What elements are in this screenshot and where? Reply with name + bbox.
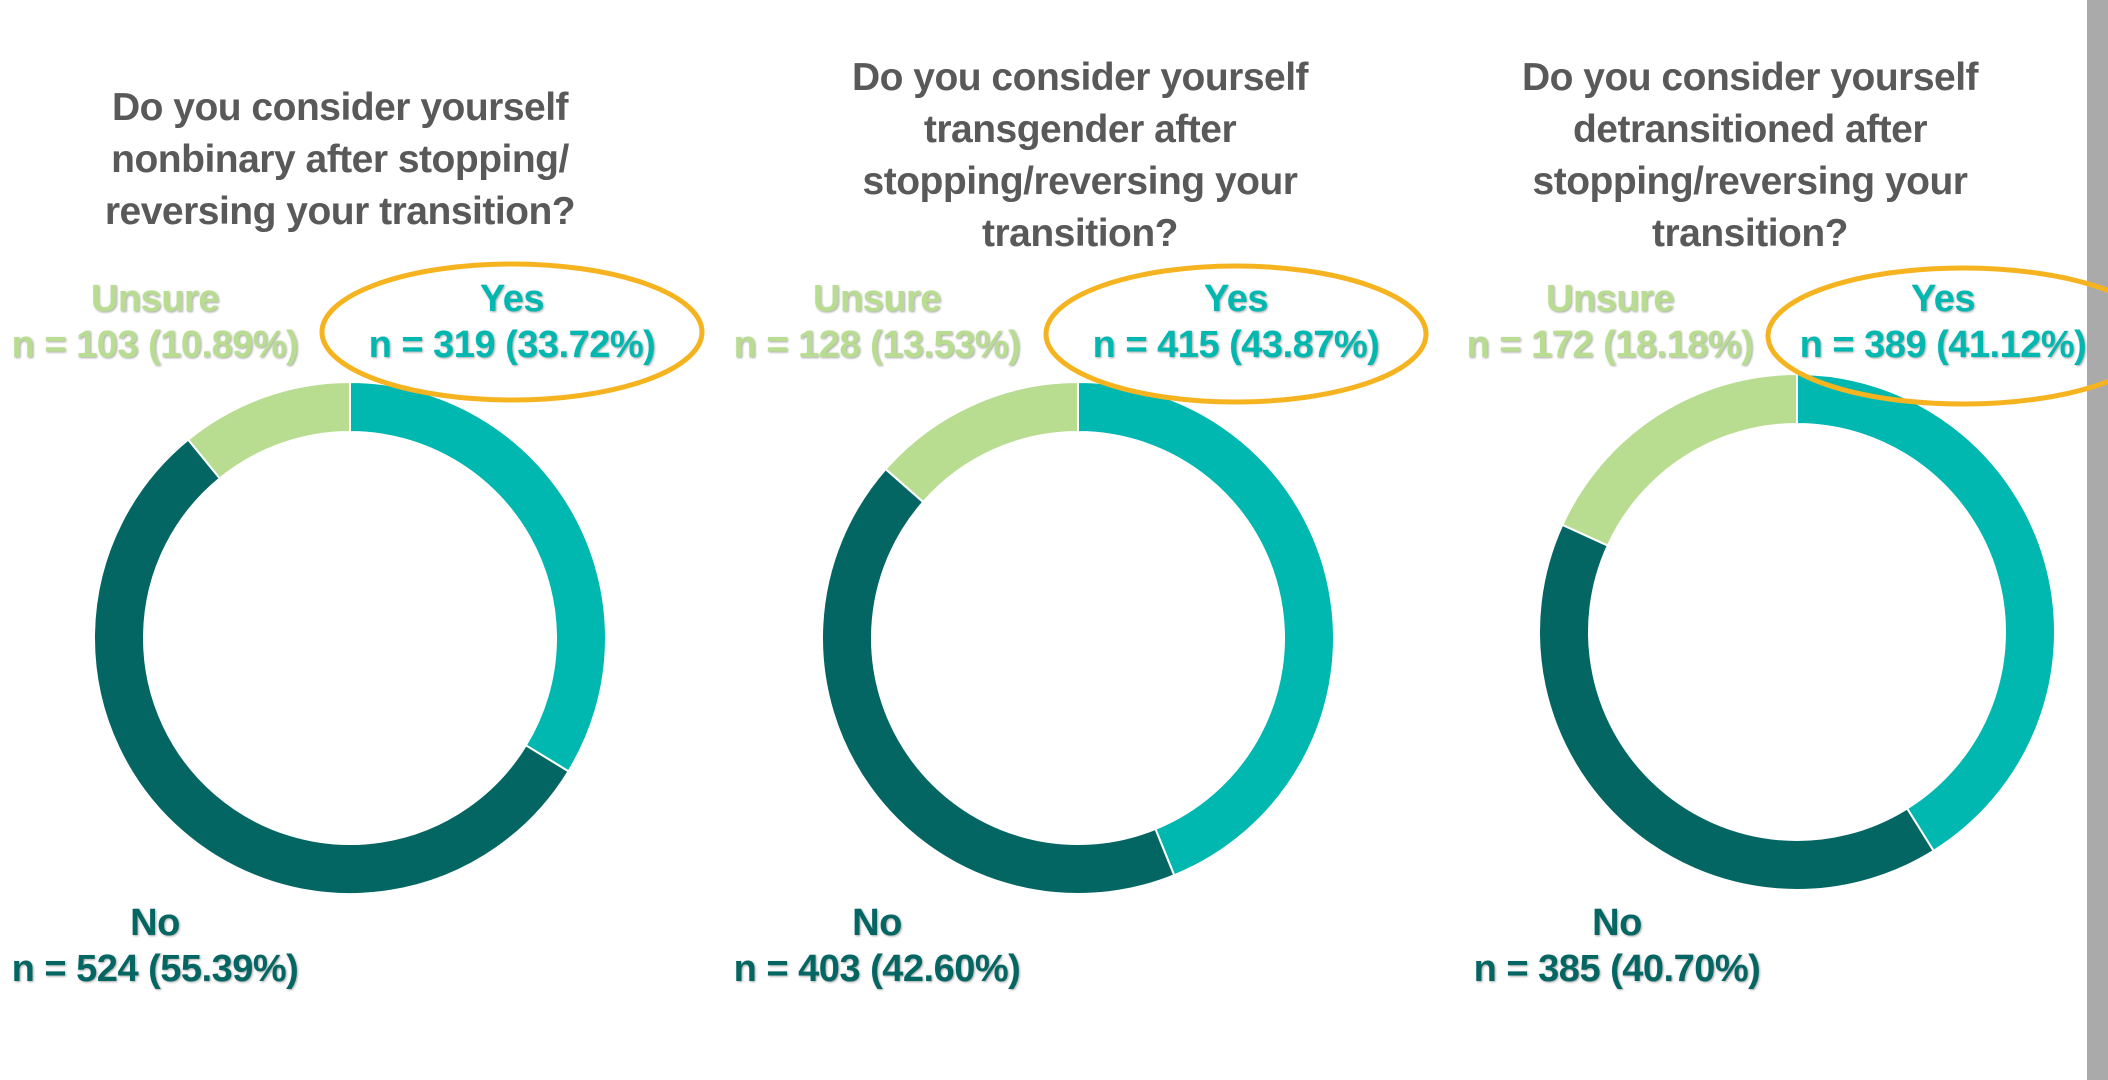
chart-title-line: stopping/reversing your (862, 160, 1298, 203)
chart-title: Do you consider yourself transgender aft… (720, 52, 1440, 260)
chart-title-line: reversing your transition? (104, 190, 576, 233)
yes-segment (1077, 380, 1335, 877)
unsure-label: Unsure n = 172 (18.18%) (1455, 276, 1765, 368)
unsure-name: Unsure (91, 278, 219, 320)
highlight-ring-svg (1043, 263, 1429, 405)
chart-title-line: nonbinary after stopping/ (111, 138, 569, 181)
yes-name: Yes (1203, 278, 1269, 320)
yes-value: n = 389 (41.12%) (1799, 324, 2087, 366)
chart-title-line: Do you consider yourself (111, 86, 569, 129)
chart-title-line: detransitioned after (1572, 108, 1928, 151)
highlight-ring-svg (1765, 265, 2108, 407)
right-edge-bar (2087, 0, 2108, 1080)
highlight-ring-svg (319, 261, 705, 403)
no-value: n = 403 (42.60%) (733, 948, 1021, 990)
unsure-value: n = 128 (13.53%) (733, 324, 1021, 366)
chart-title: Do you consider yourself detransitioned … (1400, 52, 2100, 260)
no-name: No (130, 902, 180, 944)
no-value: n = 524 (55.39%) (11, 948, 299, 990)
no-value: n = 385 (40.70%) (1473, 948, 1761, 990)
yes-label: Yes n = 415 (43.87%) (1076, 276, 1396, 368)
donut-svg (1538, 372, 2056, 891)
yes-name: Yes (479, 278, 545, 320)
unsure-label: Unsure n = 103 (10.89%) (0, 276, 310, 368)
yes-highlight-ring (1765, 265, 2108, 407)
chart-title-line: transition? (1652, 212, 1849, 255)
chart-title-line: stopping/reversing your (1532, 160, 1968, 203)
chart-title-line: Do you consider yourself (851, 56, 1309, 99)
no-label: No n = 385 (40.70%) (1462, 900, 1772, 992)
no-segment (93, 438, 570, 895)
chart-title-line: Do you consider yourself (1521, 56, 1979, 99)
yes-segment (1796, 372, 2056, 853)
donut-chart-detransitioned: Do you consider yourself detransitioned … (1445, 0, 2108, 1080)
chart-title-line: transgender after (923, 108, 1237, 151)
yes-highlight-ring (319, 261, 705, 403)
yes-name: Yes (1910, 278, 1976, 320)
unsure-segment (884, 380, 1079, 504)
yes-value: n = 319 (33.72%) (368, 324, 656, 366)
donut-chart-nonbinary: Do you consider yourself nonbinary after… (0, 0, 720, 1080)
donut-svg (93, 380, 607, 895)
yes-label: Yes n = 389 (41.12%) (1793, 276, 2093, 368)
unsure-value: n = 172 (18.18%) (1466, 324, 1754, 366)
chart-title-line: transition? (982, 212, 1179, 255)
no-name: No (1592, 902, 1642, 944)
no-segment (1538, 523, 1935, 891)
unsure-value: n = 103 (10.89%) (11, 324, 299, 366)
no-name: No (852, 902, 902, 944)
unsure-label: Unsure n = 128 (13.53%) (722, 276, 1032, 368)
no-segment (821, 467, 1176, 895)
yes-label: Yes n = 319 (33.72%) (352, 276, 672, 368)
yes-highlight-ring (1043, 263, 1429, 405)
chart-title: Do you consider yourself nonbinary after… (0, 82, 680, 238)
no-label: No n = 524 (55.39%) (0, 900, 310, 992)
donut-chart-transgender: Do you consider yourself transgender aft… (720, 0, 1445, 1080)
unsure-segment (186, 380, 351, 480)
no-label: No n = 403 (42.60%) (722, 900, 1032, 992)
donut-svg (821, 380, 1335, 895)
unsure-name: Unsure (813, 278, 941, 320)
yes-value: n = 415 (43.87%) (1092, 324, 1380, 366)
unsure-name: Unsure (1546, 278, 1674, 320)
